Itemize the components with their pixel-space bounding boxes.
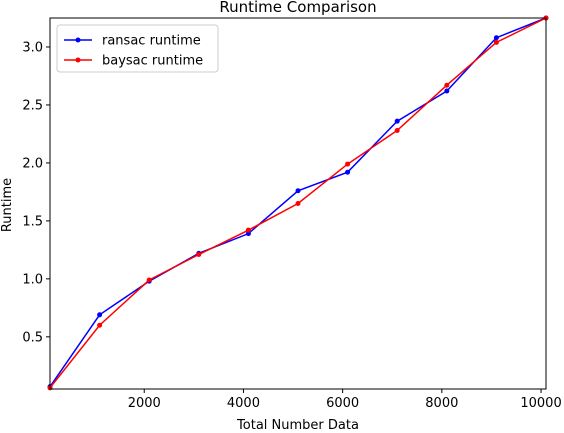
- x-tick-label: 6000: [326, 396, 359, 411]
- y-tick-label: 1.5: [22, 214, 43, 229]
- data-point-ransac: [97, 312, 103, 318]
- data-point-baysac: [245, 227, 251, 233]
- plot-frame: [49, 17, 547, 390]
- x-tick-label: 10000: [520, 396, 561, 411]
- legend-marker-ransac: [75, 37, 81, 43]
- legend-box: [56, 24, 219, 73]
- data-point-baysac: [196, 252, 202, 258]
- data-point-baysac: [394, 127, 400, 133]
- data-point-baysac: [146, 277, 152, 283]
- x-tick-label: 4000: [227, 396, 260, 411]
- x-axis-title: Total Number Data: [236, 418, 359, 433]
- legend-label-ransac: ransac runtime: [102, 34, 201, 49]
- legend-marker-baysac: [75, 57, 81, 63]
- data-point-ransac: [245, 231, 251, 237]
- data-point-ransac: [345, 169, 351, 175]
- data-point-ransac: [295, 188, 301, 194]
- legend-label-baysac: baysac runtime: [102, 54, 203, 69]
- y-tick-label: 3.0: [22, 40, 43, 55]
- y-tick-label: 2.5: [22, 98, 43, 113]
- data-point-baysac: [97, 322, 103, 328]
- data-point-baysac: [493, 39, 499, 45]
- y-axis-title: Runtime: [0, 178, 15, 232]
- data-point-ransac: [394, 118, 400, 124]
- legend: ransac runtime baysac runtime: [56, 24, 219, 73]
- x-tick-label: 2000: [128, 396, 161, 411]
- data-point-ransac: [493, 35, 499, 41]
- data-point-ransac: [444, 88, 450, 94]
- data-point-baysac: [444, 82, 450, 88]
- data-point-baysac: [295, 201, 301, 206]
- y-tick-label: 2.0: [22, 156, 43, 171]
- x-tick-label: 8000: [425, 396, 458, 411]
- y-tick-label: 0.5: [22, 330, 43, 345]
- plot-area: [47, 15, 549, 391]
- data-point-baysac: [345, 161, 351, 167]
- chart-title: Runtime Comparison: [219, 0, 376, 16]
- y-tick-label: 1.0: [22, 272, 43, 287]
- axis-ticks: 2000 4000 6000 8000 10000 0.5 1.0 1.5 2.0 2.5 3.0: [22, 40, 561, 411]
